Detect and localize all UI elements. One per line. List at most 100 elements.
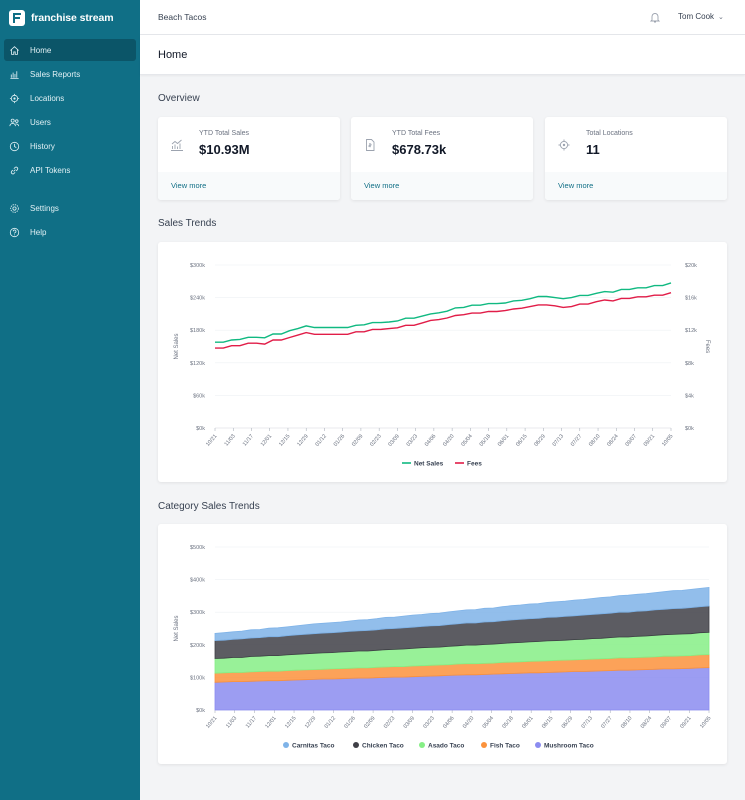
x-tick-label: 09/21	[679, 715, 692, 729]
sidebar-item-label: Help	[30, 227, 47, 237]
target-icon	[558, 139, 570, 151]
y-tick-label: $180k	[190, 328, 205, 334]
view-more-link[interactable]: View more	[351, 172, 533, 200]
x-tick-label: 09/21	[643, 433, 656, 447]
sidebar-item-sales-reports[interactable]: Sales Reports	[4, 63, 136, 85]
clock-icon	[9, 141, 20, 151]
x-tick-label: 12/29	[296, 433, 309, 447]
location-icon	[9, 93, 20, 103]
stat-value: $10.93M	[199, 142, 250, 157]
category-trends-title: Category Sales Trends	[158, 501, 260, 512]
sales-trends-card: $0k $0k $60k $4k $120k $8k $180k $12k $240k $16k $…	[158, 242, 727, 482]
sidebar-item-locations[interactable]: Locations	[4, 87, 136, 109]
sidebar-item-label: Home	[30, 45, 52, 55]
sidebar-item-users[interactable]: Users	[4, 111, 136, 133]
x-tick-label: 04/20	[462, 715, 475, 729]
x-tick-label: 05/18	[501, 715, 514, 729]
stat-label: Total Locations	[586, 130, 633, 137]
sidebar-item-label: API Tokens	[30, 165, 71, 175]
series-line	[215, 282, 672, 343]
logo-icon	[9, 10, 25, 26]
legend-label: Asado Taco	[428, 743, 464, 750]
x-tick-label: 10/05	[699, 715, 712, 729]
legend-swatch	[481, 742, 487, 748]
sidebar-item-label: History	[30, 141, 55, 151]
x-tick-label: 12/29	[304, 715, 317, 729]
x-tick-label: 05/18	[479, 433, 492, 447]
x-tick-label: 11/03	[224, 433, 237, 447]
brand-name: franchise stream	[31, 12, 114, 24]
sidebar-item-label: Locations	[30, 93, 65, 103]
gear-icon	[10, 203, 19, 213]
sidebar-item-history[interactable]: History	[4, 135, 136, 157]
x-tick-label: 02/09	[351, 433, 364, 447]
x-tick-label: 02/09	[363, 715, 376, 729]
page-title: Home	[158, 49, 188, 61]
chart-icon	[171, 139, 183, 151]
x-tick-label: 08/10	[620, 715, 633, 729]
x-tick-label: 01/12	[315, 433, 328, 447]
y2-tick-label: $8k	[685, 361, 694, 367]
y-tick-label: $400k	[190, 578, 205, 584]
x-tick-label: 03/23	[406, 433, 419, 447]
sidebar-item-help[interactable]: Help	[4, 221, 136, 243]
bell-icon[interactable]	[648, 10, 662, 24]
legend-label: Chicken Taco	[362, 743, 404, 750]
x-tick-label: 03/09	[403, 715, 416, 729]
x-tick-label: 08/24	[640, 715, 653, 729]
x-tick-label: 09/07	[660, 715, 673, 729]
x-tick-label: 03/09	[387, 433, 400, 447]
y-tick-label: $0k	[196, 426, 205, 432]
sidebar-item-home[interactable]: Home	[4, 39, 136, 61]
sales-trends-chart: $0k $0k $60k $4k $120k $8k $180k $12k $240k $16k $…	[174, 263, 710, 468]
series-area	[214, 586, 710, 642]
x-tick-label: 11/17	[245, 715, 258, 729]
stat-card-locations: Total Locations 11 View more	[545, 117, 727, 200]
x-tick-label: 07/13	[552, 433, 565, 447]
view-more-link[interactable]: View more	[545, 172, 727, 200]
sales-trends-title: Sales Trends	[158, 218, 217, 229]
stat-value: 11	[586, 142, 600, 157]
x-tick-label: 02/23	[369, 433, 382, 447]
users-icon	[9, 118, 20, 126]
organization-name[interactable]: Beach Tacos	[158, 12, 207, 22]
brand[interactable]: franchise stream	[0, 0, 140, 36]
sidebar: franchise stream Home Sales Reports Loca…	[0, 0, 140, 800]
x-tick-label: 08/10	[588, 433, 601, 447]
view-more-link[interactable]: View more	[158, 172, 340, 200]
sidebar-item-api-tokens[interactable]: API Tokens	[4, 159, 136, 181]
legend-label: Fish Taco	[490, 743, 520, 750]
x-tick-label: 06/01	[521, 715, 534, 729]
legend-label: Mushroom Taco	[544, 743, 594, 750]
sidebar-item-label: Users	[30, 117, 51, 127]
legend-label: Carnitas Taco	[292, 743, 335, 750]
legend-swatch	[535, 742, 541, 748]
y-axis-label: Net Sales	[174, 615, 180, 641]
y-tick-label: $100k	[190, 675, 205, 681]
x-tick-label: 08/24	[606, 433, 619, 447]
x-tick-label: 07/27	[600, 715, 613, 729]
y-tick-label: $500k	[190, 545, 205, 551]
x-tick-label: 01/26	[333, 433, 346, 447]
link-icon	[10, 166, 19, 174]
y-tick-label: $200k	[190, 643, 205, 649]
x-tick-label: 01/12	[324, 715, 337, 729]
top-bar: Beach Tacos Tom Cook ⌄	[140, 0, 745, 35]
user-menu[interactable]: Tom Cook ⌄	[678, 12, 724, 21]
legend-label: Net Sales	[414, 461, 444, 468]
x-tick-label: 03/23	[422, 715, 435, 729]
category-trends-card: $0k $100k $200k $300k $400k $500k Net Sales 10/…	[158, 524, 727, 764]
x-tick-label: 06/29	[561, 715, 574, 729]
x-tick-label: 10/21	[205, 715, 218, 729]
x-tick-label: 06/29	[533, 433, 546, 447]
stat-value: $678.73k	[392, 142, 447, 157]
x-tick-label: 04/06	[424, 433, 437, 447]
y2-tick-label: $0k	[685, 426, 694, 432]
sidebar-item-settings[interactable]: Settings	[4, 197, 136, 219]
x-tick-label: 10/21	[205, 433, 218, 447]
y2-tick-label: $12k	[685, 328, 697, 334]
series-line	[215, 292, 672, 349]
y2-tick-label: $4k	[685, 393, 694, 399]
document-icon	[366, 139, 375, 151]
y-tick-label: $240k	[190, 296, 205, 302]
